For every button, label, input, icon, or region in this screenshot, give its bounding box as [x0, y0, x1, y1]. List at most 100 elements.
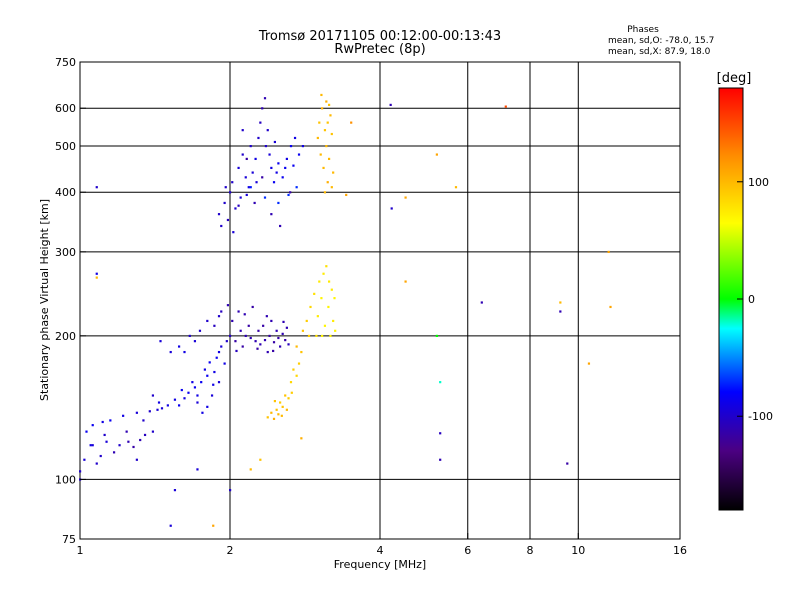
data-point [99, 454, 102, 458]
data-point [125, 430, 128, 433]
data-point [225, 340, 228, 343]
data-point [301, 329, 305, 332]
data-point [309, 305, 312, 309]
chart-subtitle: RwPretec (8p) [334, 42, 425, 57]
data-point [208, 361, 211, 364]
data-point [279, 224, 282, 228]
data-point [268, 153, 271, 156]
data-point [177, 345, 181, 348]
data-point [235, 349, 238, 353]
data-point [330, 186, 333, 189]
data-point [265, 315, 268, 318]
data-point [272, 417, 276, 420]
data-point [332, 171, 335, 174]
data-point [390, 207, 393, 210]
data-point [285, 326, 288, 329]
data-point [254, 157, 257, 161]
data-point [169, 524, 172, 527]
data-point [118, 444, 121, 447]
data-point [247, 324, 250, 327]
data-point [166, 404, 169, 407]
data-point [253, 201, 256, 205]
y-tick-label: 750 [55, 56, 76, 69]
data-point [220, 224, 223, 228]
data-point [157, 401, 161, 404]
data-point [318, 280, 321, 283]
x-tick-label: 8 [527, 544, 534, 557]
data-point [281, 332, 284, 335]
data-point [143, 433, 147, 437]
data-point [287, 397, 290, 400]
data-point [321, 334, 324, 338]
data-point [217, 315, 221, 318]
data-point [566, 462, 569, 465]
data-point [151, 394, 155, 397]
data-point [220, 345, 223, 348]
data-point [160, 407, 164, 410]
x-tick-label: 4 [377, 544, 384, 557]
data-point [435, 334, 438, 338]
data-point [301, 144, 305, 148]
data-point [272, 349, 275, 353]
data-point [231, 319, 234, 323]
data-point [188, 334, 191, 338]
data-point [295, 186, 298, 189]
data-point [89, 444, 92, 447]
data-point [316, 315, 319, 318]
data-point [305, 319, 308, 323]
data-point [273, 140, 276, 144]
data-point [270, 319, 273, 323]
data-point [251, 305, 254, 309]
data-point [293, 136, 297, 140]
data-point [103, 433, 106, 437]
data-point [287, 193, 290, 197]
data-point [323, 324, 327, 327]
data-point [83, 458, 86, 461]
x-tick-label: 2 [227, 544, 234, 557]
data-point [325, 100, 328, 103]
y-axis-label: Stationary phase Virtual Height [km] [38, 199, 51, 401]
y-axis-ticks: 75 100 200 300 400 500 600 750 [55, 56, 86, 546]
data-point [404, 280, 407, 283]
data-point [609, 305, 612, 309]
data-point [239, 196, 242, 199]
data-point [307, 334, 311, 338]
data-point [156, 408, 159, 411]
data-point [180, 388, 183, 392]
data-point [95, 186, 98, 189]
data-point [264, 144, 268, 148]
data-point [284, 394, 287, 397]
data-point [183, 350, 186, 354]
data-point [127, 440, 130, 443]
data-point [91, 424, 94, 427]
data-point [282, 320, 285, 323]
data-point [480, 301, 483, 304]
data-point [201, 411, 204, 414]
data-point [249, 186, 252, 189]
data-point [607, 250, 610, 254]
data-point [297, 362, 301, 365]
data-point [262, 324, 265, 327]
data-point [109, 419, 112, 422]
data-point [159, 340, 162, 343]
data-point [237, 166, 240, 170]
data-point [244, 176, 247, 179]
data-point [245, 193, 248, 197]
data-point [559, 301, 562, 304]
data-point [284, 338, 287, 342]
data-point [327, 157, 331, 161]
data-point [261, 107, 264, 110]
data-point [275, 171, 278, 174]
data-point [326, 181, 329, 184]
x-tick-label: 6 [464, 544, 471, 557]
data-point [91, 444, 94, 447]
data-point [295, 374, 298, 377]
data-point [272, 181, 276, 184]
data-point [241, 153, 244, 156]
data-point [275, 408, 278, 411]
data-point [320, 93, 323, 97]
data-point [277, 336, 280, 340]
data-point [206, 405, 209, 408]
data-point [326, 121, 329, 124]
data-point [270, 166, 273, 170]
